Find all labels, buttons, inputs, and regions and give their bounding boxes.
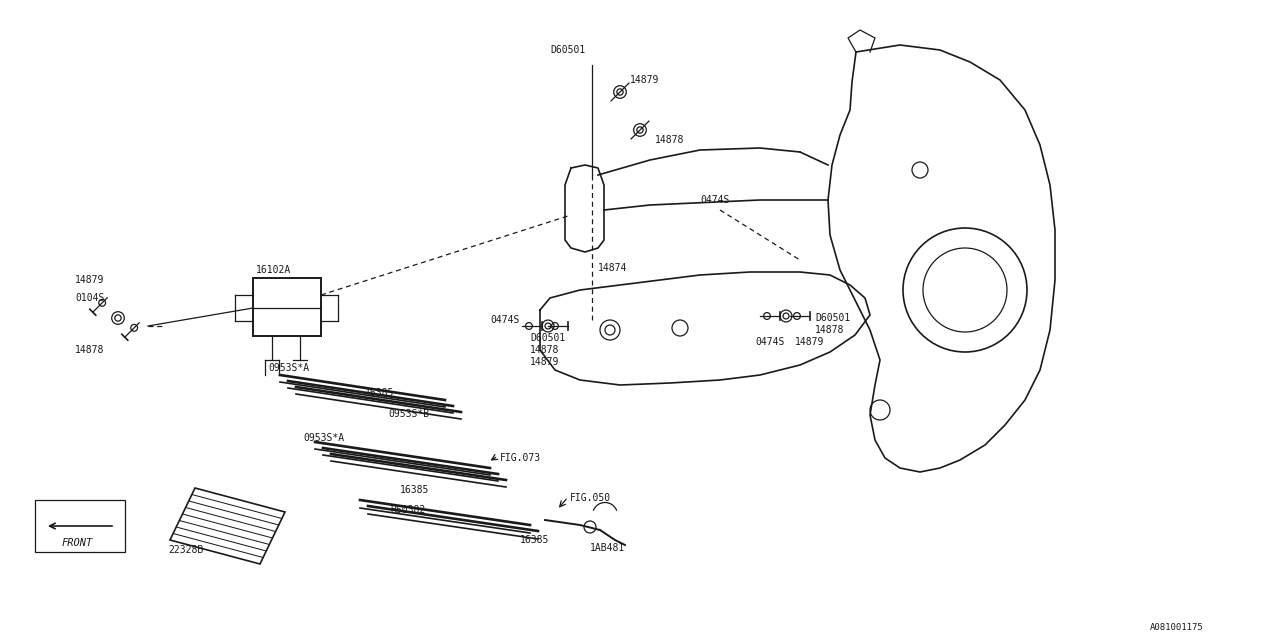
Text: 14878: 14878 [530,345,559,355]
Text: 0474S: 0474S [755,337,785,347]
Text: 16385: 16385 [365,388,394,398]
Text: FIG.050: FIG.050 [570,493,611,503]
Text: 14879: 14879 [795,337,824,347]
Text: 14878: 14878 [815,325,845,335]
Text: 1AB481: 1AB481 [590,543,625,553]
Text: 16385: 16385 [399,485,429,495]
Text: 14874: 14874 [598,263,627,273]
Text: 14878: 14878 [655,135,685,145]
Text: D60501: D60501 [815,313,850,323]
Bar [253,278,321,336]
Text: D60501: D60501 [550,45,585,55]
Text: 14879: 14879 [530,357,559,367]
Text: A081001175: A081001175 [1149,623,1203,632]
Text: 0953S*A: 0953S*A [303,433,344,443]
Text: FIG.073: FIG.073 [500,453,541,463]
Text: 14878: 14878 [76,345,105,355]
Text: 14879: 14879 [76,275,105,285]
Text: 16385: 16385 [520,535,549,545]
Text: H50382: H50382 [390,505,425,515]
Bar [35,500,125,552]
Text: 0953S*A: 0953S*A [268,363,310,373]
Text: FRONT: FRONT [61,538,93,548]
Text: D60501: D60501 [530,333,566,343]
Text: 0104S: 0104S [76,293,105,303]
Text: 0474S: 0474S [700,195,730,205]
Text: 16102A: 16102A [256,265,292,275]
Text: 22328B: 22328B [168,545,204,555]
Text: 0953S*B: 0953S*B [388,409,429,419]
Text: 14879: 14879 [630,75,659,85]
Text: 0474S: 0474S [490,315,520,325]
